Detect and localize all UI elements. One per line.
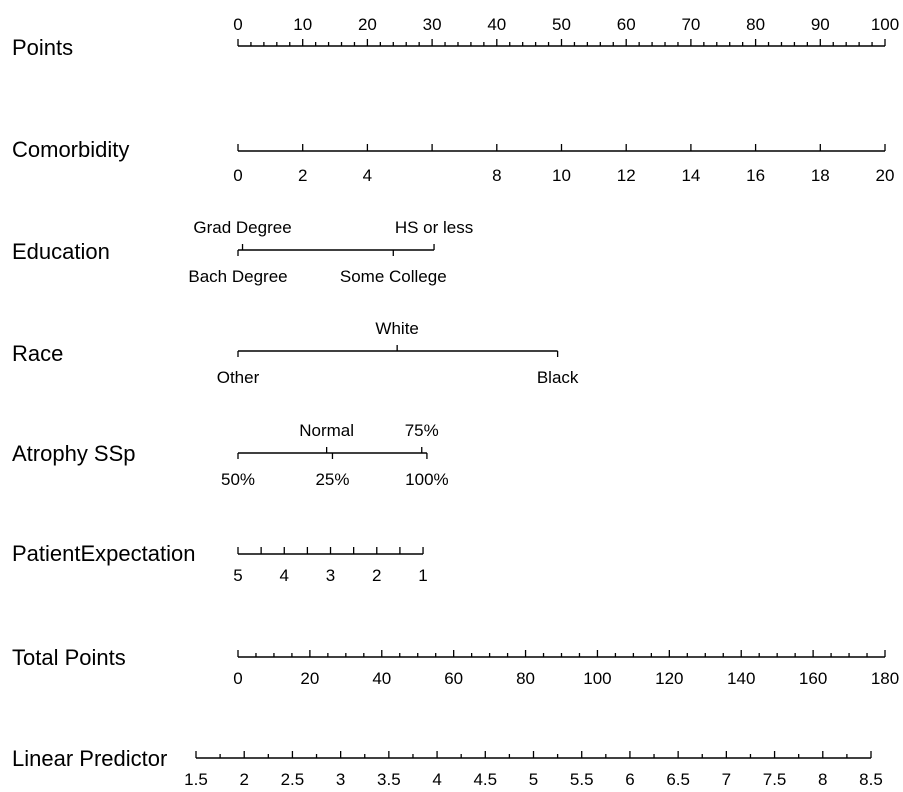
linear-predictor-tick-label: 5 xyxy=(529,770,538,789)
education-category-label: Grad Degree xyxy=(193,218,291,237)
points-tick-label: 50 xyxy=(552,15,571,34)
linear-predictor-tick-label: 4.5 xyxy=(473,770,497,789)
linear-predictor-tick-label: 3.5 xyxy=(377,770,401,789)
linear-predictor-tick-label: 4 xyxy=(432,770,441,789)
row-label-education: Education xyxy=(12,239,110,264)
row-linear-predictor: Linear Predictor 1.5 2 2.5 3 3.5 4 4.5 5 5.5 6 6.5… xyxy=(12,746,883,789)
linear-predictor-tick-label: 6 xyxy=(625,770,634,789)
total-points-tick-label: 40 xyxy=(372,669,391,688)
row-atrophy-ssp: Atrophy SSp 50% Normal 25% 75% 100% xyxy=(12,421,449,489)
total-points-tick-label: 180 xyxy=(871,669,899,688)
patient-expectation-tick-label: 3 xyxy=(326,566,335,585)
total-points-tick-label: 80 xyxy=(516,669,535,688)
row-label-atrophy-ssp: Atrophy SSp xyxy=(12,441,136,466)
linear-predictor-tick-label: 3 xyxy=(336,770,345,789)
row-label-patient-expectation: PatientExpectation xyxy=(12,541,195,566)
total-points-tick-label: 160 xyxy=(799,669,827,688)
education-category-label: Some College xyxy=(340,267,447,286)
atrophy-ssp-category-label: 50% xyxy=(221,470,255,489)
atrophy-ssp-category-label: Normal xyxy=(299,421,354,440)
linear-predictor-tick-label: 8 xyxy=(818,770,827,789)
comorbidity-tick-label: 10 xyxy=(552,166,571,185)
total-points-tick-label: 140 xyxy=(727,669,755,688)
total-points-tick-label: 60 xyxy=(444,669,463,688)
comorbidity-tick-label: 0 xyxy=(233,166,242,185)
linear-predictor-tick-label: 7.5 xyxy=(763,770,787,789)
points-tick-label: 90 xyxy=(811,15,830,34)
atrophy-ssp-category-label: 100% xyxy=(405,470,448,489)
comorbidity-tick-label: 18 xyxy=(811,166,830,185)
points-tick-label: 70 xyxy=(681,15,700,34)
linear-predictor-tick-label: 8.5 xyxy=(859,770,883,789)
row-label-race: Race xyxy=(12,341,63,366)
row-race: Race Other White Black xyxy=(12,319,579,387)
patient-expectation-tick-label: 1 xyxy=(418,566,427,585)
patient-expectation-tick-label: 2 xyxy=(372,566,381,585)
row-label-comorbidity: Comorbidity xyxy=(12,137,129,162)
points-tick-label: 40 xyxy=(487,15,506,34)
atrophy-ssp-category-label: 25% xyxy=(315,470,349,489)
education-category-label: Bach Degree xyxy=(188,267,287,286)
row-patient-expectation: PatientExpectation 5 4 3 2 1 xyxy=(12,541,428,585)
race-category-label: White xyxy=(375,319,418,338)
race-category-label: Black xyxy=(537,368,579,387)
comorbidity-tick-label: 20 xyxy=(876,166,895,185)
linear-predictor-tick-label: 6.5 xyxy=(666,770,690,789)
patient-expectation-tick-label: 5 xyxy=(233,566,242,585)
row-points: Points 0 10 20 30 40 50 60 70 80 90 100 xyxy=(12,15,899,60)
row-comorbidity: Comorbidity 0 2 4 8 10 12 14 16 18 20 xyxy=(12,137,894,185)
row-education: Education Bach Degree Grad Degree Some Col… xyxy=(12,218,473,286)
linear-predictor-tick-label: 5.5 xyxy=(570,770,594,789)
points-tick-label: 100 xyxy=(871,15,899,34)
points-tick-label: 20 xyxy=(358,15,377,34)
points-tick-label: 0 xyxy=(233,15,242,34)
linear-predictor-tick-label: 1.5 xyxy=(184,770,208,789)
points-tick-label: 30 xyxy=(423,15,442,34)
row-total-points: Total Points 0 20 40 60 80 100 120 140 160 180 xyxy=(12,645,899,688)
row-label-linear-predictor: Linear Predictor xyxy=(12,746,167,771)
comorbidity-tick-label: 16 xyxy=(746,166,765,185)
patient-expectation-tick-label: 4 xyxy=(280,566,289,585)
points-tick-label: 60 xyxy=(617,15,636,34)
comorbidity-tick-label: 8 xyxy=(492,166,501,185)
comorbidity-tick-label: 4 xyxy=(363,166,372,185)
atrophy-ssp-category-label: 75% xyxy=(405,421,439,440)
linear-predictor-tick-label: 2 xyxy=(239,770,248,789)
total-points-tick-label: 120 xyxy=(655,669,683,688)
row-label-points: Points xyxy=(12,35,73,60)
race-category-label: Other xyxy=(217,368,260,387)
total-points-tick-label: 0 xyxy=(233,669,242,688)
comorbidity-tick-label: 14 xyxy=(681,166,700,185)
points-tick-label: 10 xyxy=(293,15,312,34)
row-label-total-points: Total Points xyxy=(12,645,126,670)
points-tick-label: 80 xyxy=(746,15,765,34)
total-points-tick-label: 100 xyxy=(583,669,611,688)
education-category-label: HS or less xyxy=(395,218,473,237)
linear-predictor-tick-label: 2.5 xyxy=(281,770,305,789)
linear-predictor-tick-label: 7 xyxy=(722,770,731,789)
comorbidity-tick-label: 12 xyxy=(617,166,636,185)
comorbidity-tick-label: 2 xyxy=(298,166,307,185)
total-points-tick-label: 20 xyxy=(300,669,319,688)
